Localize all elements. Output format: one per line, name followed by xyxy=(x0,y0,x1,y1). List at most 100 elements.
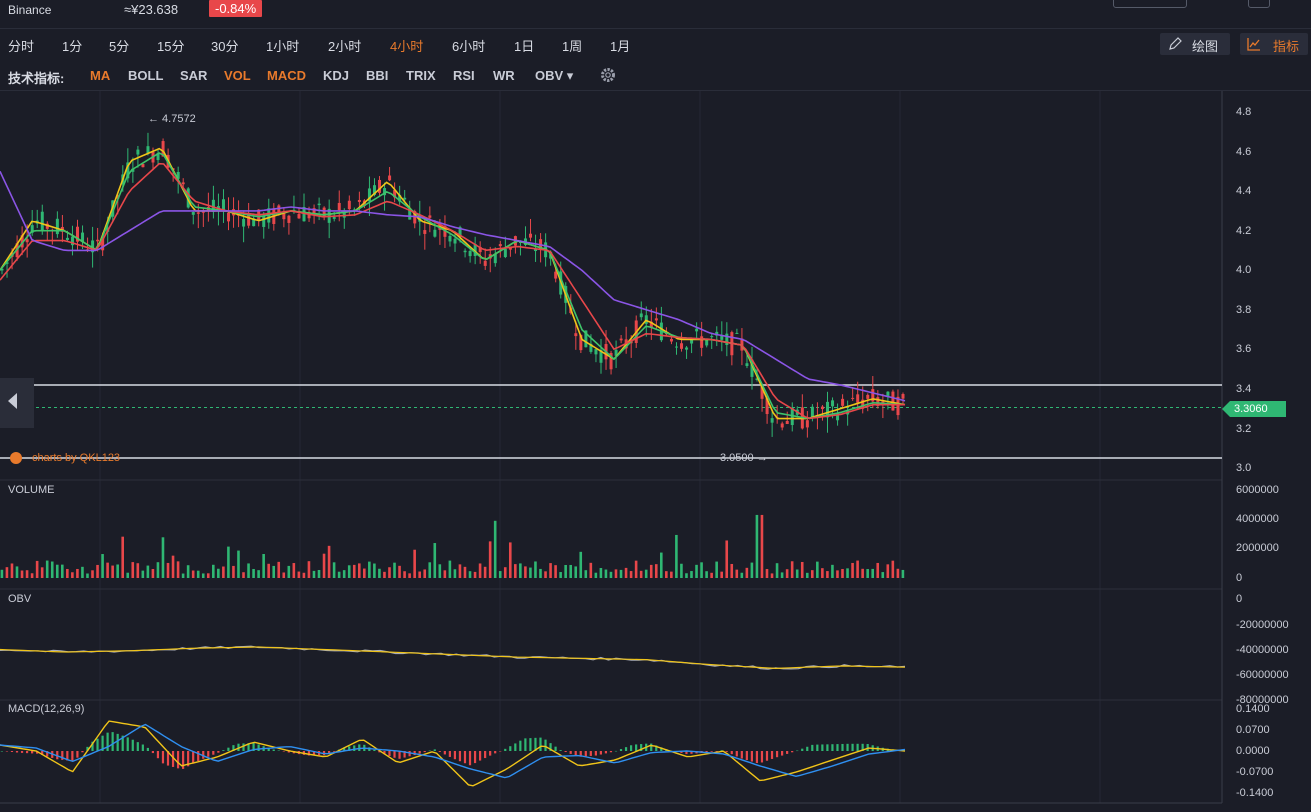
macd-histogram-bar xyxy=(413,751,416,756)
volume-bar xyxy=(45,560,49,578)
indicator-ma[interactable]: MA xyxy=(90,68,111,83)
candle-body xyxy=(639,313,643,318)
period-tab[interactable]: 2小时 xyxy=(328,39,362,54)
indicator-kdj[interactable]: KDJ xyxy=(323,68,350,83)
macd-histogram-bar xyxy=(715,751,718,752)
macd-histogram-bar xyxy=(333,751,336,752)
indicator-trix[interactable]: TRIX xyxy=(406,68,436,83)
volume-bar xyxy=(534,561,537,578)
period-tab[interactable]: 15分 xyxy=(157,39,185,54)
macd-histogram-bar xyxy=(690,751,693,754)
candle-body xyxy=(463,250,467,253)
macd-histogram-bar xyxy=(222,750,225,751)
candle-body xyxy=(433,229,437,237)
candle-body xyxy=(423,230,427,234)
volume-bar xyxy=(368,561,371,578)
volume-bar xyxy=(544,571,547,578)
indicator-label: 指标 xyxy=(1273,39,1300,54)
period-tab[interactable]: 1月 xyxy=(610,39,631,54)
volume-bar xyxy=(267,563,270,578)
indicator-obv-dropdown[interactable]: OBV ▾ xyxy=(535,68,574,83)
indicator-wr[interactable]: WR xyxy=(493,68,515,83)
macd-histogram-bar xyxy=(217,751,220,753)
indicator-macd[interactable]: MACD xyxy=(267,68,306,83)
indicator-rsi[interactable]: RSI xyxy=(453,68,475,83)
period-tab[interactable]: 6小时 xyxy=(452,39,486,54)
gear-icon[interactable] xyxy=(599,66,617,84)
volume-bar xyxy=(569,564,572,578)
macd-histogram-bar xyxy=(841,743,844,751)
volume-bar xyxy=(201,573,205,578)
candle-body xyxy=(20,235,24,248)
period-tab[interactable]: 30分 xyxy=(211,39,239,54)
macd-dea-line xyxy=(0,723,906,779)
chart-area[interactable] xyxy=(0,91,1311,812)
volume-bar xyxy=(805,572,809,578)
y-tick: 4.4 xyxy=(1236,185,1252,197)
macd-histogram-bar xyxy=(428,750,431,752)
ma-line-green xyxy=(0,152,906,420)
candle-body xyxy=(448,235,452,242)
volume-bar xyxy=(347,565,351,578)
indicator-button[interactable]: 指标 xyxy=(1240,33,1308,55)
volume-bar xyxy=(871,568,874,578)
volume-bar xyxy=(680,563,683,578)
period-tab[interactable]: 分时 xyxy=(8,39,35,54)
volume-bar xyxy=(675,534,678,578)
period-tab[interactable]: 1分 xyxy=(62,39,83,54)
volume-bar xyxy=(166,562,170,578)
candle-body xyxy=(378,179,382,193)
volume-bar xyxy=(589,562,593,578)
macd-histogram-bar xyxy=(408,751,411,757)
volume-bar xyxy=(644,569,648,578)
indicator-bbi[interactable]: BBI xyxy=(366,68,389,83)
macd-histogram-bar xyxy=(866,744,869,751)
macd-histogram-bar xyxy=(720,750,723,751)
macd-histogram-bar xyxy=(136,742,139,751)
indicator-vol[interactable]: VOL xyxy=(224,68,251,83)
candle-body xyxy=(287,215,291,223)
macd-histogram-bar xyxy=(770,751,774,759)
volume-bar xyxy=(725,540,729,578)
volume-bar xyxy=(30,573,34,578)
candle-body xyxy=(428,215,432,218)
obv-tick: -20000000 xyxy=(1236,619,1289,631)
candle-body xyxy=(191,212,195,215)
volume-bar xyxy=(508,542,512,578)
period-tab[interactable]: 1小时 xyxy=(266,39,300,54)
candle-body xyxy=(332,217,336,219)
indicator-sar[interactable]: SAR xyxy=(180,68,208,83)
macd-histogram-bar xyxy=(660,747,663,751)
macd-histogram-bar xyxy=(589,751,592,756)
candle-body xyxy=(101,237,105,251)
obv-tick: 0 xyxy=(1236,593,1243,605)
draw-button[interactable]: 绘图 xyxy=(1160,33,1230,55)
period-tab[interactable]: 1日 xyxy=(514,39,535,54)
candle-body xyxy=(680,343,684,349)
period-tab[interactable]: 5分 xyxy=(109,39,130,54)
macd-histogram-bar xyxy=(212,751,215,755)
candle-body xyxy=(211,199,215,212)
top-right-button[interactable] xyxy=(1113,0,1187,8)
volume-bar xyxy=(629,571,633,578)
macd-histogram-bar xyxy=(202,751,205,759)
macd-histogram-bar xyxy=(20,751,24,753)
period-tab[interactable]: 1周 xyxy=(562,39,583,54)
macd-histogram-bar xyxy=(579,751,582,757)
volume-bar xyxy=(111,565,114,578)
candle-body xyxy=(45,223,49,229)
volume-bar xyxy=(121,536,125,578)
macd-histogram-bar xyxy=(705,751,708,753)
candle-body xyxy=(483,260,487,266)
fullscreen-icon[interactable] xyxy=(1248,0,1270,8)
volume-bar xyxy=(700,562,703,578)
scroll-left-button[interactable] xyxy=(0,378,34,428)
candle-body xyxy=(856,394,860,403)
period-tab-active[interactable]: 4小时 xyxy=(390,39,424,54)
volume-bar xyxy=(373,563,376,578)
volume-bar xyxy=(5,567,9,578)
indicator-boll[interactable]: BOLL xyxy=(128,68,164,83)
macd-histogram-bar xyxy=(448,751,451,757)
volume-bar xyxy=(881,572,885,578)
macd-histogram-bar xyxy=(554,746,557,751)
